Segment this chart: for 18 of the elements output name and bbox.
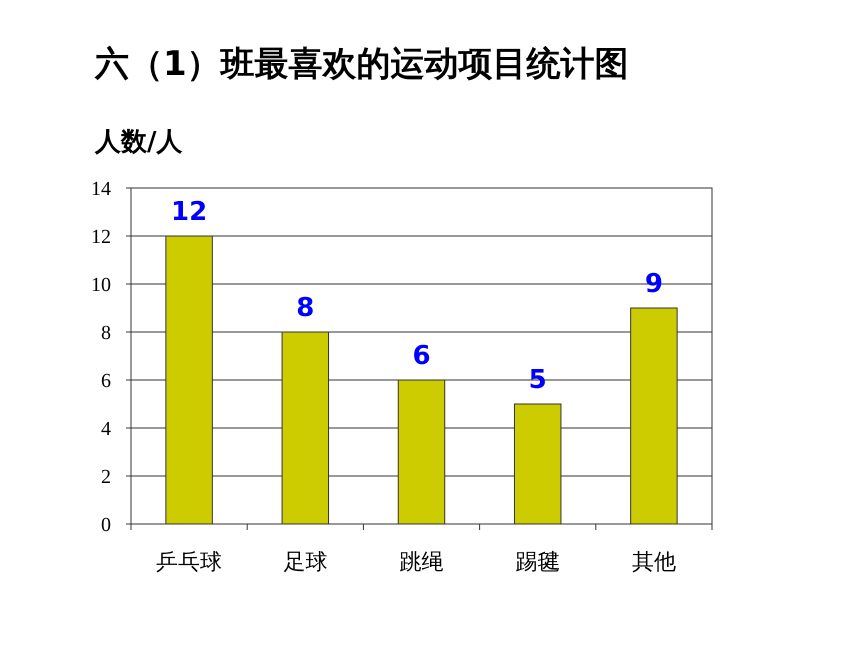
y-tick-label: 2 (101, 466, 111, 488)
y-tick-label: 10 (91, 274, 111, 296)
y-tick-label: 14 (91, 178, 111, 200)
data-label: 12 (171, 197, 208, 227)
x-tick-label: 乒乓球 (156, 550, 222, 575)
y-tick-label: 0 (101, 514, 111, 536)
y-tick-label: 4 (101, 418, 111, 440)
y-axis-title: 人数/人 (94, 127, 184, 157)
x-tick-label: 跳绳 (400, 550, 444, 575)
y-tick-label: 6 (101, 370, 111, 392)
y-tick-label: 12 (91, 226, 111, 248)
x-tick-label: 足球 (283, 550, 328, 575)
x-tick-label: 其他 (632, 550, 676, 575)
chart-title: 六（1）班最喜欢的运动项目统计图 (94, 44, 629, 84)
data-label: 6 (412, 341, 431, 371)
y-tick-label: 8 (101, 322, 111, 344)
x-tick-label: 踢毽 (516, 550, 560, 575)
data-label: 8 (296, 293, 314, 323)
